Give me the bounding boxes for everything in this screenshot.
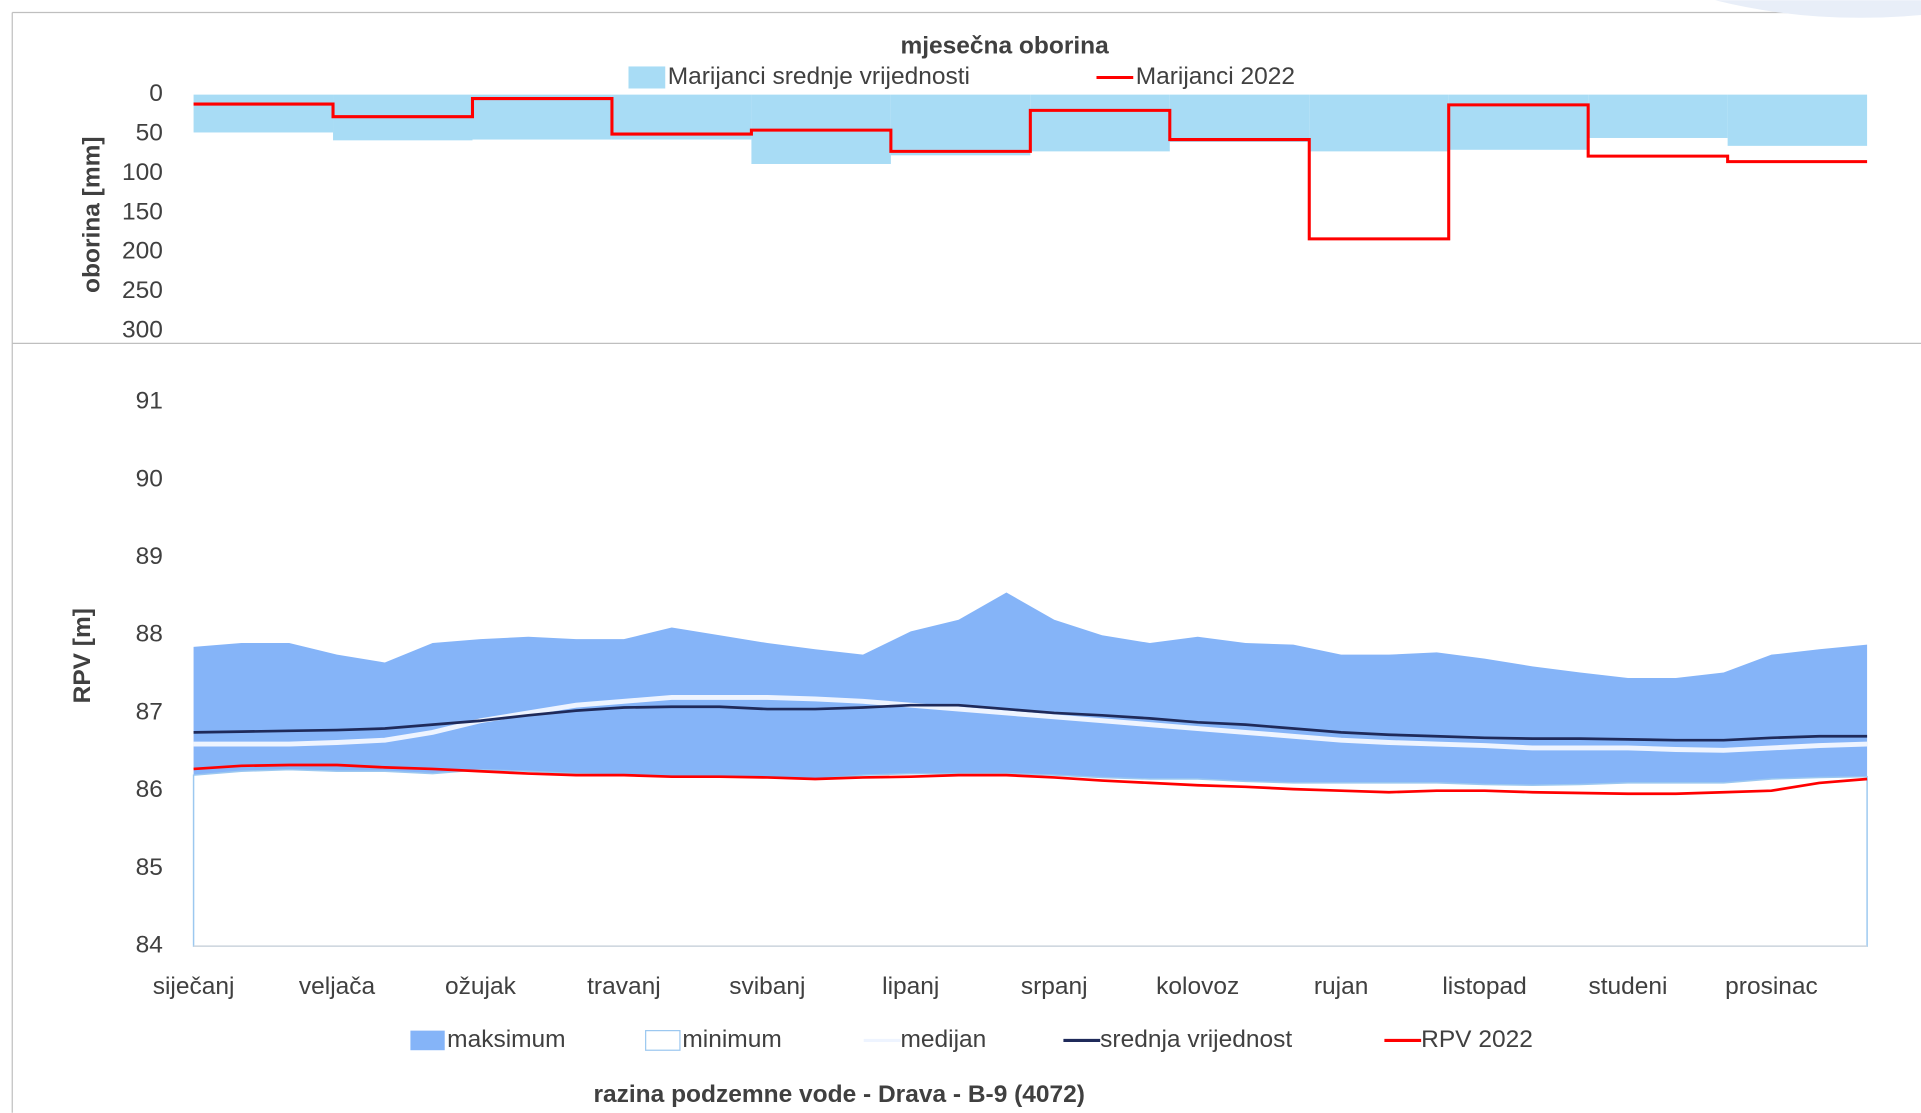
legend-label: medijan (900, 1026, 986, 1053)
legend-label: Marijanci srednje vrijednosti (668, 63, 970, 90)
y-tick-label: 91 (136, 388, 163, 415)
x-tick-label: listopad (1442, 973, 1526, 1000)
legend-swatch (628, 66, 666, 89)
mean-bar (1309, 94, 1449, 152)
mean-bar (1448, 94, 1589, 150)
y-tick-label: 0 (149, 80, 163, 107)
x-tick-label: svibanj (729, 973, 805, 1000)
y-tick-label: 300 (122, 317, 163, 344)
mean-bar (1588, 94, 1728, 138)
legend-label: minimum (682, 1026, 781, 1053)
x-tick-label: lipanj (882, 973, 939, 1000)
y-tick-label: 90 (136, 465, 163, 492)
mean-bar (1030, 94, 1170, 152)
legend-label: maksimum (447, 1026, 565, 1053)
x-tick-label: ožujak (445, 973, 517, 1000)
legend-swatch (645, 1030, 681, 1051)
mean-bar (1169, 94, 1310, 142)
y-tick-label: 250 (122, 277, 163, 304)
series-line (193, 763, 1868, 796)
y-tick-label: 50 (136, 120, 163, 147)
y-tick-label: 87 (136, 698, 163, 725)
y-tick-label: 89 (136, 543, 163, 570)
x-tick-label: prosinac (1725, 973, 1818, 1000)
mean-bar (472, 94, 612, 140)
x-tick-label: kolovoz (1156, 973, 1239, 1000)
legend-label: srednja vrijednost (1100, 1026, 1292, 1053)
x-tick-label: veljača (299, 973, 376, 1000)
legend-label: RPV 2022 (1421, 1026, 1533, 1053)
step-line (193, 97, 1868, 241)
mean-bar (611, 94, 752, 140)
y-tick-label: 85 (136, 854, 163, 881)
y-tick-label: 100 (122, 159, 163, 186)
y-tick-label: 88 (136, 621, 163, 648)
y-tick-label: 86 (136, 776, 163, 803)
x-tick-label: rujan (1314, 973, 1368, 1000)
chart-title: razina podzemne vode - Drava - B-9 (4072… (593, 1081, 1085, 1108)
y-tick-label: 84 (136, 932, 163, 959)
legend-label: Marijanci 2022 (1136, 63, 1295, 90)
min-area (192, 768, 1868, 947)
chart-title: mjesečna oborina (900, 32, 1109, 59)
y-axis-label: RPV [m] (69, 608, 96, 703)
mean-bar (193, 94, 334, 133)
series-line (193, 703, 1868, 742)
x-tick-label: studeni (1589, 973, 1668, 1000)
mean-bar (890, 94, 1031, 156)
logo-fragment (1715, 0, 1921, 18)
legend-swatch (410, 1030, 445, 1051)
x-tick-label: travanj (587, 973, 661, 1000)
x-tick-label: srpanj (1021, 973, 1088, 1000)
y-tick-label: 150 (122, 198, 163, 225)
x-tick-label: siječanj (153, 973, 235, 1000)
mean-bar (1727, 94, 1868, 146)
y-axis-label: oborina [mm] (79, 136, 106, 293)
y-tick-label: 200 (122, 238, 163, 265)
